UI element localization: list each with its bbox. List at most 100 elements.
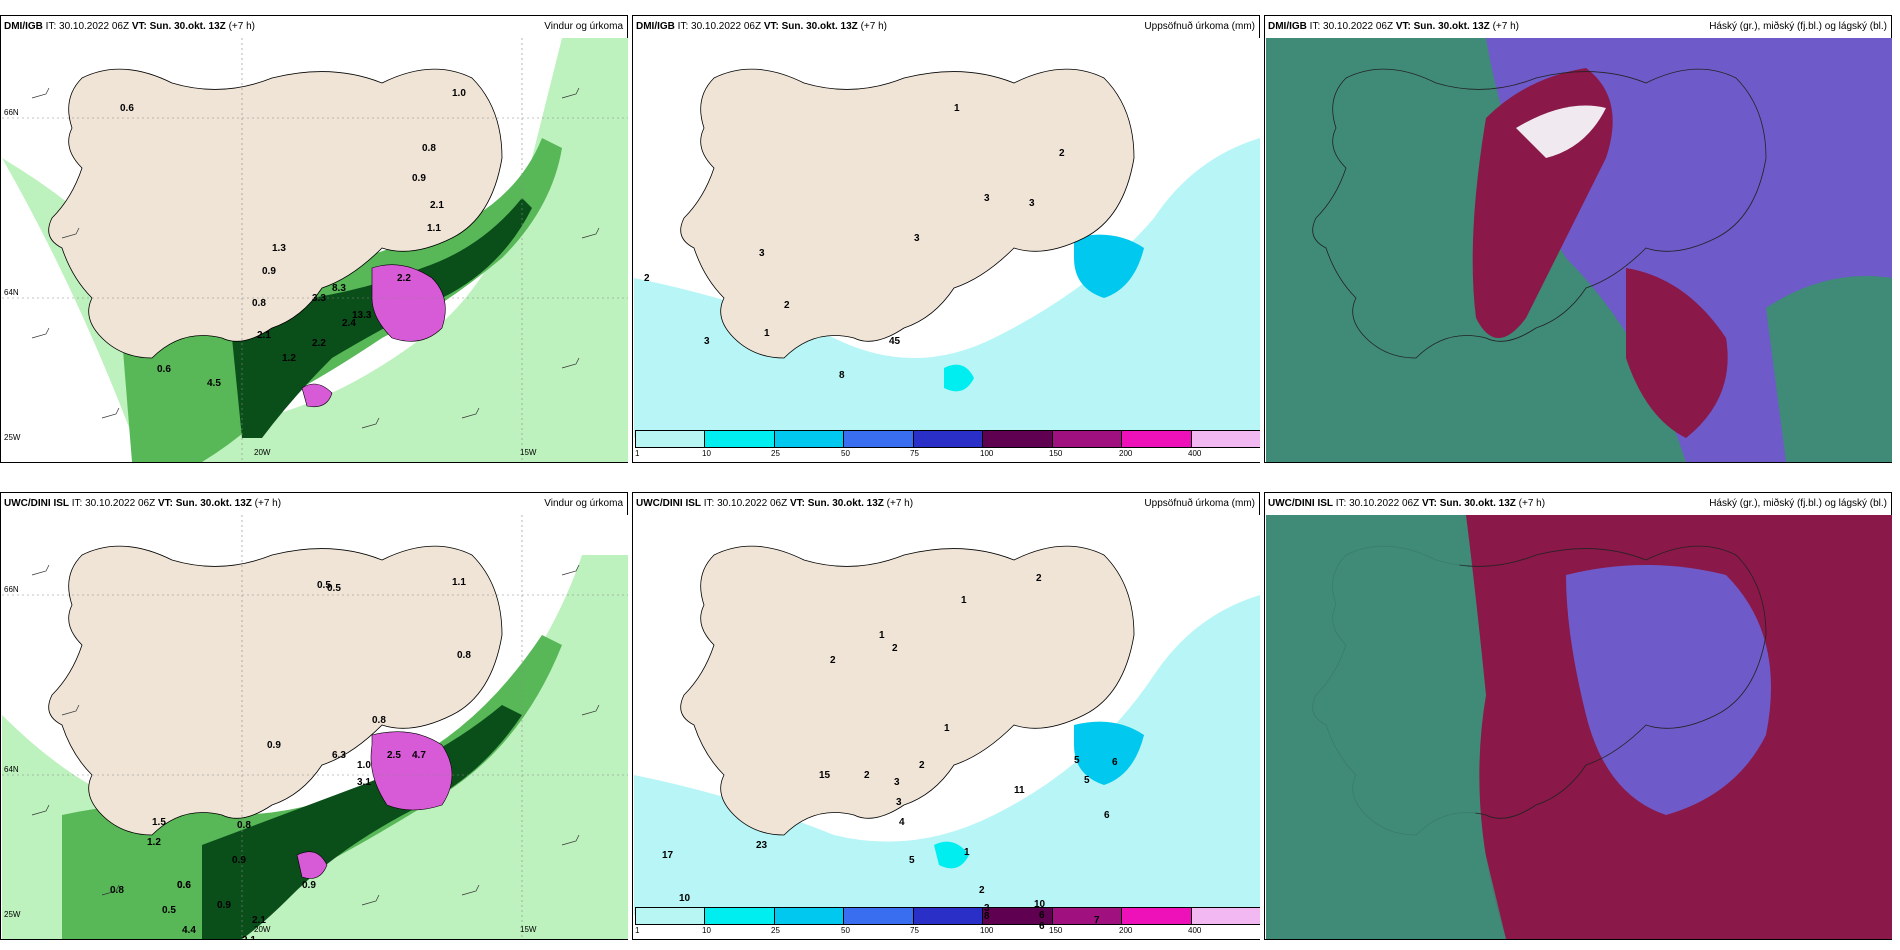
field-title: Uppsöfnuð úrkoma (mm) <box>1144 21 1255 32</box>
mid-cloud-area <box>1566 565 1771 815</box>
colorbar-tick: 100 <box>980 449 994 458</box>
colorbar-cell <box>1122 431 1192 447</box>
map-canvas[interactable] <box>1266 515 1892 939</box>
contour-value-label: 2.1 <box>252 915 266 926</box>
colorbar-cell <box>913 431 984 447</box>
contour-value-label: 45 <box>889 336 901 347</box>
panel-header: UWC/DINI ISL IT: 30.10.2022 06Z VT: Sun.… <box>633 493 1259 515</box>
wind-barbs <box>31 564 600 906</box>
model-label: DMI/IGB <box>1268 21 1307 32</box>
contour-value-label: 2.5 <box>387 750 401 761</box>
contour-value-label: 6 <box>1039 921 1045 932</box>
contour-value-label: 4.5 <box>207 378 221 389</box>
init-time: IT: 30.10.2022 06Z <box>45 21 130 32</box>
panel-uwc-clouds: UWC/DINI ISL IT: 30.10.2022 06Z VT: Sun.… <box>1264 492 1892 940</box>
contour-value-label: 2 <box>892 643 898 654</box>
lead-time: (+7 h) <box>860 21 887 32</box>
map-canvas[interactable]: 66N 64N 25W 20W 15W 0.6 1.0 0.8 0.9 2.1 1.1 1.… <box>2 38 628 462</box>
colorbar-tick: 75 <box>910 926 919 935</box>
map-canvas[interactable] <box>1266 38 1892 462</box>
init-time: IT: 30.10.2022 06Z <box>703 498 788 509</box>
contour-value-label: 1.2 <box>282 353 296 364</box>
colorbar-cell <box>983 431 1053 447</box>
contour-value-label: 8 <box>984 911 990 922</box>
model-label: UWC/DINI ISL <box>4 498 69 509</box>
colorbar-cell <box>1122 908 1192 924</box>
contour-value-label: 0.8 <box>457 650 471 661</box>
contour-value-label: 7 <box>1094 915 1100 926</box>
iceland-landmass <box>48 545 503 836</box>
accum-precip-map <box>634 515 1260 939</box>
field-title: Vindur og úrkoma <box>544 498 623 509</box>
contour-value-label: 3 <box>914 233 920 244</box>
panel-dmi-precip: DMI/IGB IT: 30.10.2022 06Z VT: Sun. 30.o… <box>632 15 1260 463</box>
contour-value-label: 1.2 <box>147 837 161 848</box>
precip-magenta-cell <box>370 731 453 811</box>
contour-value-label: 1 <box>964 847 970 858</box>
contour-value-label: 1.1 <box>427 223 441 234</box>
colorbar-tick: 75 <box>910 449 919 458</box>
contour-value-label: 1 <box>954 103 960 114</box>
iceland-landmass <box>48 68 503 359</box>
panel-dmi-clouds: DMI/IGB IT: 30.10.2022 06Z VT: Sun. 30.o… <box>1264 15 1892 463</box>
map-canvas[interactable]: 66N 64N 25W 20W 15W 0.5 0.5 1.1 0.8 0.8 0.9 0.… <box>2 515 628 939</box>
precip-10mm-area <box>944 364 974 392</box>
contour-value-label: 2 <box>784 300 790 311</box>
lat-label: 66N <box>4 585 19 594</box>
iceland-landmass <box>680 545 1135 836</box>
cloud-cover-map <box>1266 38 1892 462</box>
contour-value-label: 15 <box>819 770 831 781</box>
contour-value-label: 1.0 <box>357 760 371 771</box>
contour-value-label: 2 <box>919 760 925 771</box>
contour-value-label: 6 <box>1039 910 1045 921</box>
panel-header: DMI/IGB IT: 30.10.2022 06Z VT: Sun. 30.o… <box>1265 16 1891 38</box>
colorbar-tick: 150 <box>1049 926 1063 935</box>
panel-uwc-precip: UWC/DINI ISL IT: 30.10.2022 06Z VT: Sun.… <box>632 492 1260 940</box>
contour-value-label: 2 <box>830 655 836 666</box>
low-cloud-area <box>1626 268 1728 438</box>
contour-value-label: 4 <box>899 817 905 828</box>
precip-magenta-cell <box>371 264 446 342</box>
panel-header: UWC/DINI ISL IT: 30.10.2022 06Z VT: Sun.… <box>1265 493 1891 515</box>
contour-value-label: 0.8 <box>422 143 436 154</box>
contour-value-label: 10 <box>1034 899 1046 910</box>
precip-colorbar: 1 10 25 50 75 100 150 200 400 <box>635 907 1260 937</box>
clear-sky-area <box>1516 105 1606 158</box>
contour-value-label: 5 <box>1084 775 1090 786</box>
map-canvas[interactable]: 1 10 25 50 75 100 150 200 400 1 2 3 3 3 2 1 3 8 4… <box>634 38 1260 462</box>
lon-label: 20W <box>254 925 271 934</box>
contour-value-label: 2 <box>1036 573 1042 584</box>
contour-value-label: 1 <box>879 630 885 641</box>
lead-time: (+7 h) <box>1518 498 1546 509</box>
iceland-landmass <box>680 68 1135 359</box>
contour-value-label: 2.1 <box>242 935 256 939</box>
lead-time: (+7 h) <box>1492 21 1519 32</box>
colorbar-tick: 400 <box>1188 926 1202 935</box>
contour-value-label: 0.9 <box>302 880 316 891</box>
colorbar-tick: 25 <box>771 926 780 935</box>
contour-value-label: 2.2 <box>397 273 411 284</box>
precip-magenta-cell <box>296 851 328 879</box>
colorbar-cell <box>913 908 984 924</box>
contour-value-label: 0.9 <box>262 266 276 277</box>
model-label: UWC/DINI ISL <box>1268 498 1333 509</box>
colorbar-cell <box>1052 908 1123 924</box>
contour-value-label: 0.8 <box>372 715 386 726</box>
contour-value-label: 17 <box>662 850 674 861</box>
contour-value-label: 23 <box>756 840 768 851</box>
colorbar-tick: 1 <box>635 449 640 458</box>
field-title: Vindur og úrkoma <box>544 21 623 32</box>
panel-header: UWC/DINI ISL IT: 30.10.2022 06Z VT: Sun.… <box>1 493 627 515</box>
valid-time: VT: Sun. 30.okt. 13Z <box>1395 21 1490 32</box>
valid-time: VT: Sun. 30.okt. 13Z <box>763 21 858 32</box>
colorbar-cell <box>1052 431 1123 447</box>
accum-precip-map <box>634 38 1260 462</box>
contour-value-label: 0.5 <box>162 905 176 916</box>
panel-dmi-wind: DMI/IGB IT: 30.10.2022 06Z VT: Sun. 30.o… <box>0 15 628 463</box>
contour-value-label: 3 <box>896 797 902 808</box>
colorbar-cell <box>1191 908 1260 924</box>
high-cloud-area <box>1766 276 1892 462</box>
field-title: Háský (gr.), miðský (fj.bl.) og lágský (… <box>1709 21 1887 32</box>
lon-label: 25W <box>4 433 21 442</box>
